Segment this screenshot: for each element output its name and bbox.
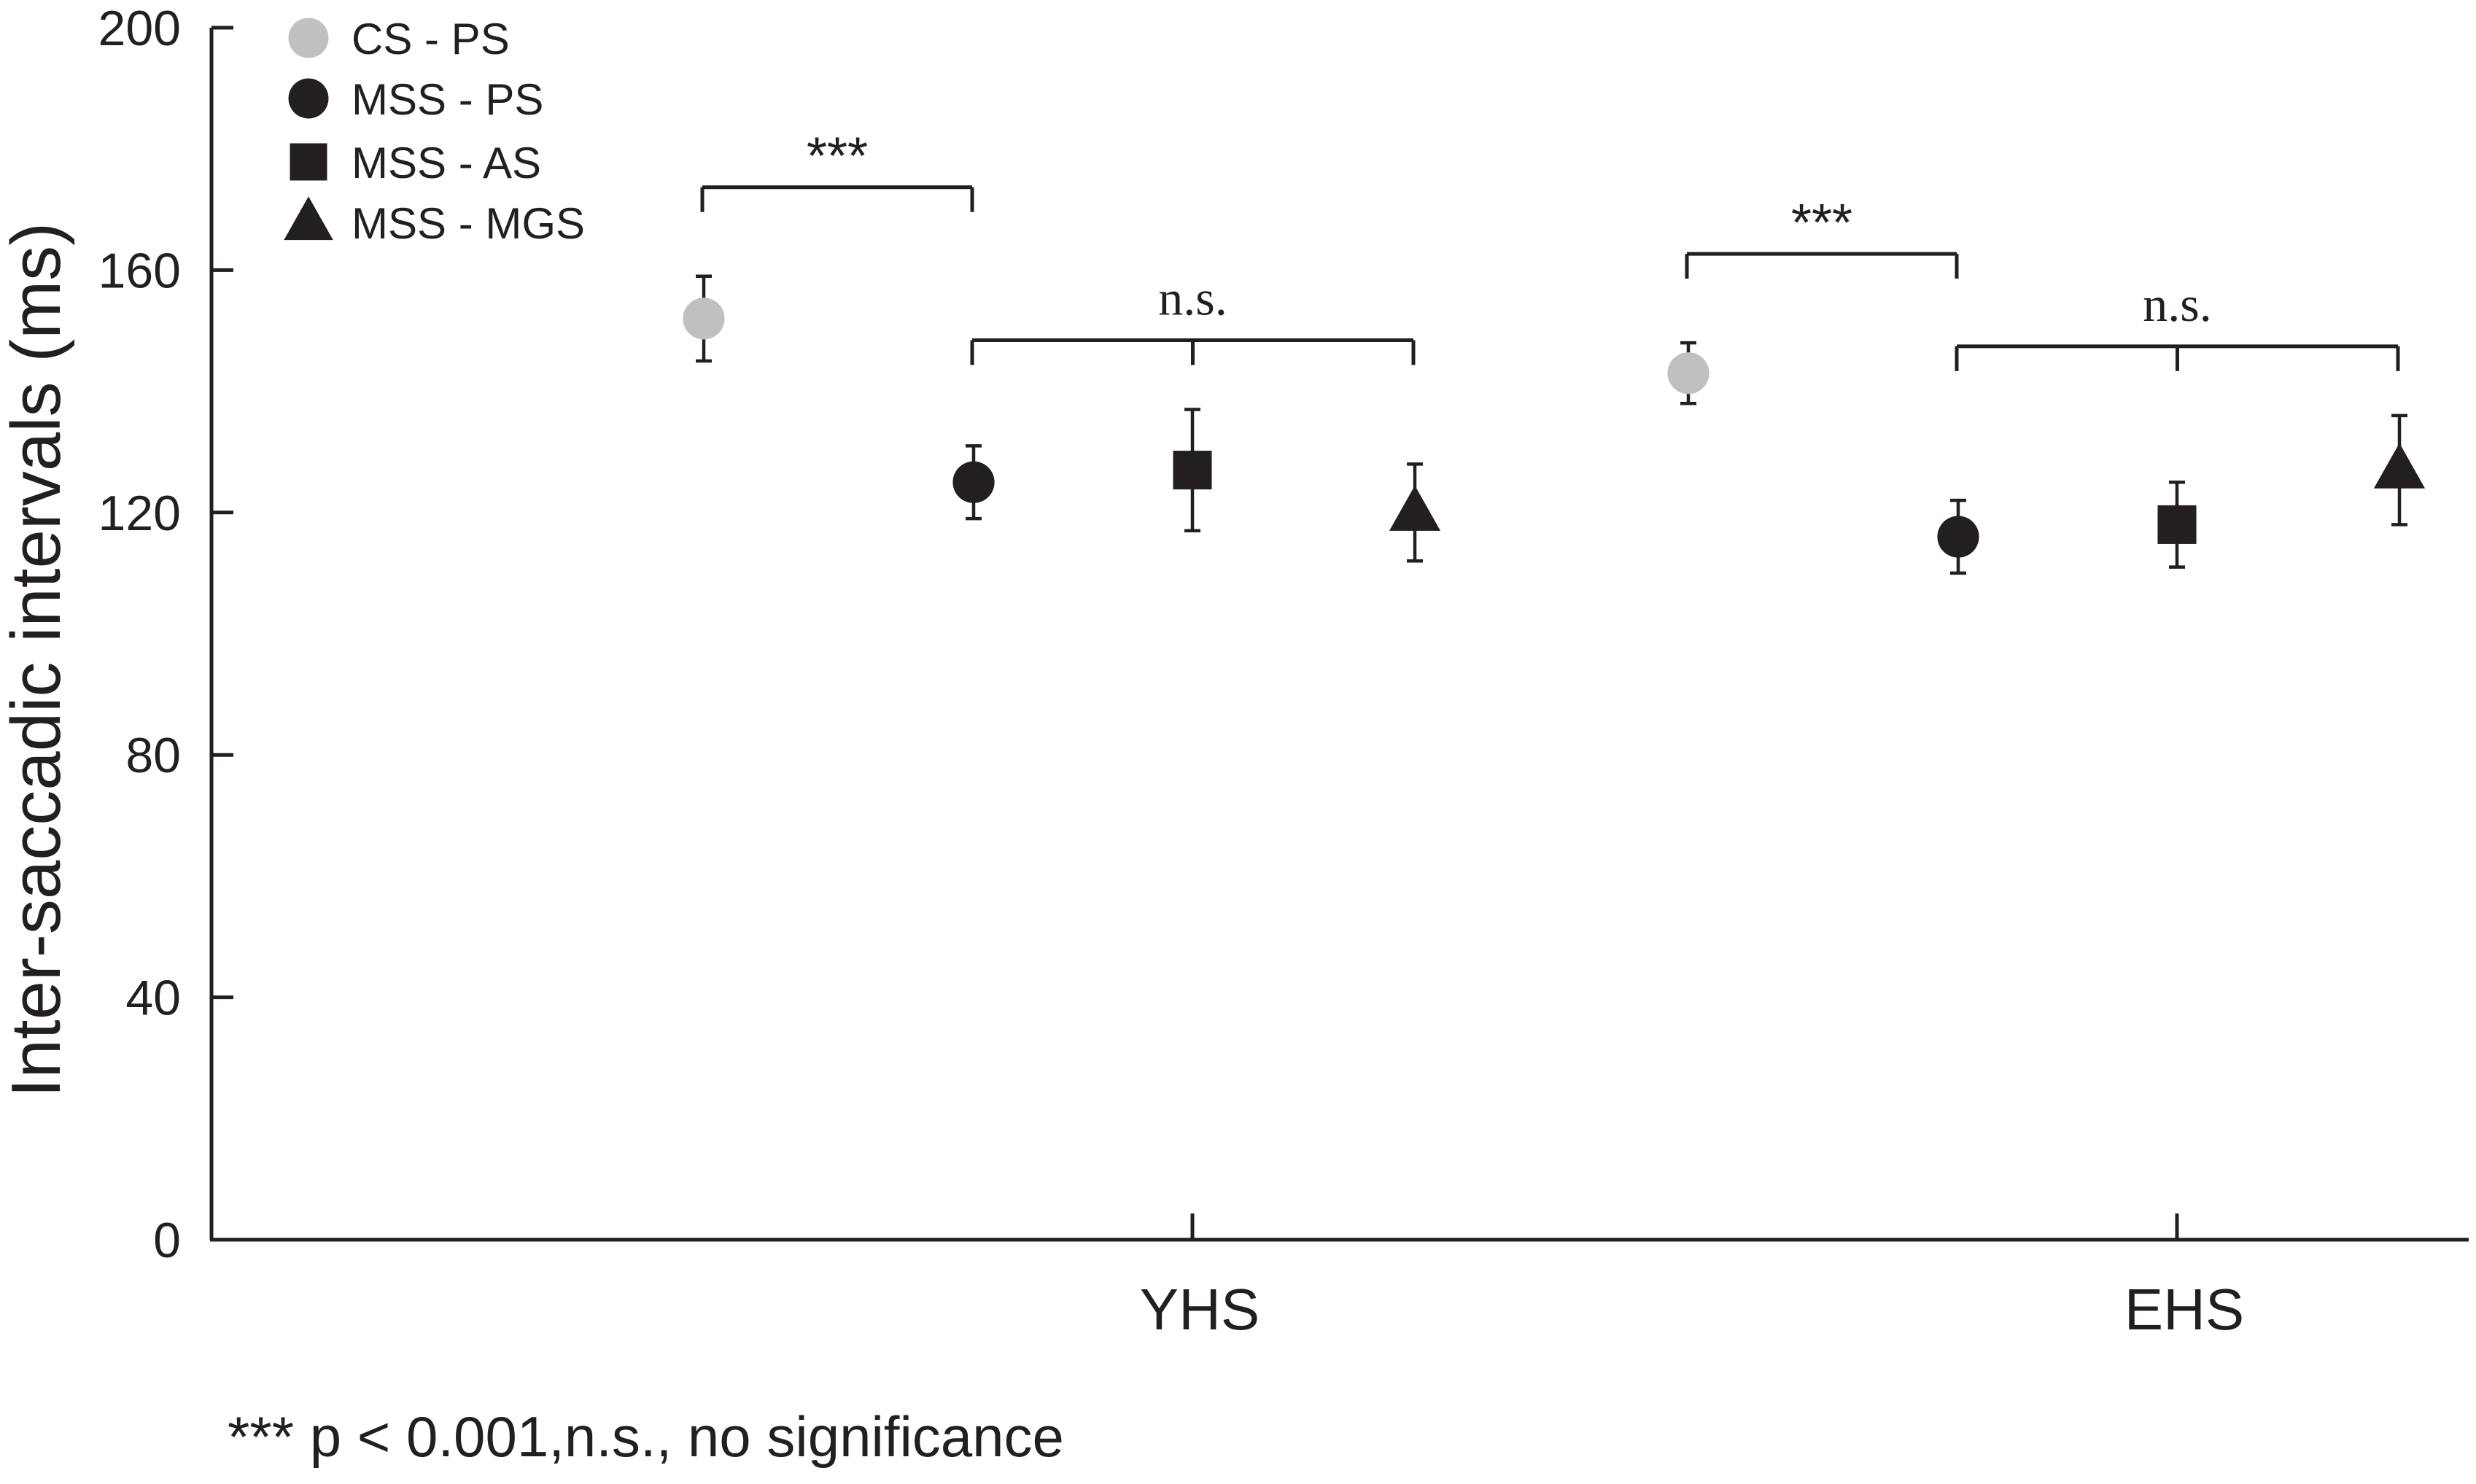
legend-marker	[288, 78, 329, 119]
x-tick-label: EHS	[2124, 1277, 2245, 1342]
significance-label: ***	[1791, 194, 1852, 252]
y-tick-label: 160	[98, 243, 181, 298]
significance-label: n.s.	[1158, 271, 1227, 326]
data-point	[1667, 352, 1709, 395]
y-tick-label: 0	[153, 1213, 181, 1268]
data-point	[2373, 443, 2426, 489]
x-ticks: YHS EHS	[1140, 1213, 2245, 1342]
legend-marker	[284, 196, 333, 241]
y-tick-label: 80	[125, 728, 181, 783]
data-point	[952, 461, 995, 503]
legend-marker	[288, 18, 329, 58]
data-point	[683, 298, 725, 340]
legend-label: MSS - AS	[352, 139, 541, 187]
axes	[209, 28, 2469, 1242]
significance-label: n.s.	[2143, 276, 2211, 332]
data-point	[1173, 451, 1212, 490]
legend-label: MSS - PS	[352, 75, 543, 124]
data-point	[1937, 516, 1979, 558]
y-tick-label: 40	[125, 971, 181, 1026]
legend: CS - PS MSS - PS MSS - AS MSS - MGS	[284, 15, 585, 248]
x-tick-label: YHS	[1140, 1277, 1260, 1342]
data-marks	[683, 274, 2426, 575]
y-axis-label: Inter-saccadic intervals (ms)	[0, 222, 75, 1098]
data-point	[1389, 485, 1441, 531]
legend-label: MSS - MGS	[352, 199, 585, 248]
significance-brackets: *** n.s. *** n.s.	[700, 128, 2400, 371]
legend-label: CS - PS	[352, 15, 510, 63]
y-ticks: 0 40 80 120 160 200	[98, 1, 233, 1268]
y-tick-label: 200	[98, 1, 181, 56]
footnote: *** p < 0.001,n.s., no significance	[228, 1405, 1064, 1469]
data-point	[2157, 505, 2197, 544]
legend-marker	[290, 143, 327, 181]
y-tick-label: 120	[98, 486, 181, 541]
significance-label: ***	[807, 128, 868, 186]
